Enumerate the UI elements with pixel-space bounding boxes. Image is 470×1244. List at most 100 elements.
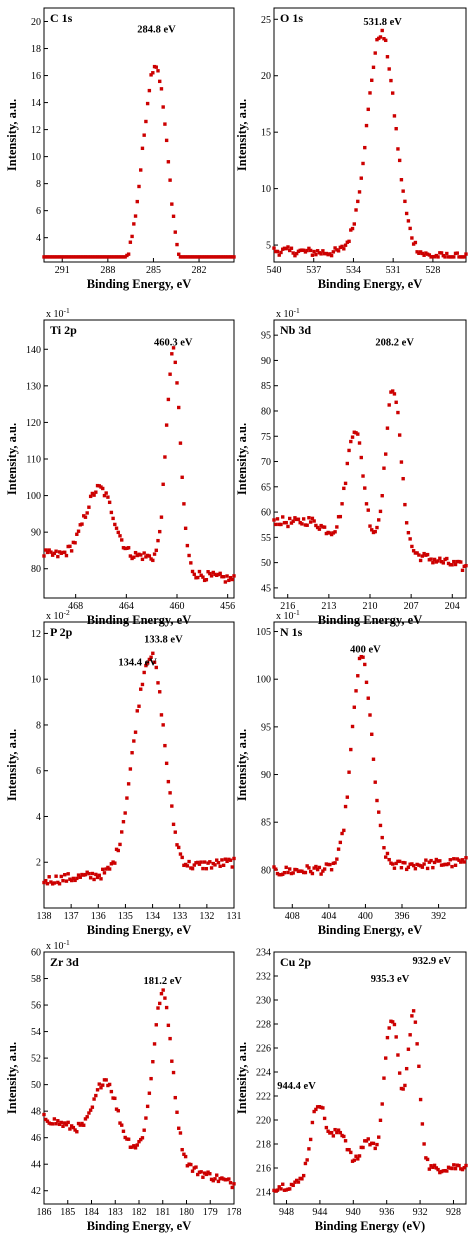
data-point: [324, 862, 329, 866]
data-point: [94, 490, 98, 494]
data-point: [107, 1082, 112, 1087]
data-point: [396, 410, 400, 415]
data-point: [349, 228, 353, 232]
data-point: [443, 557, 447, 562]
data-point: [301, 248, 306, 252]
data-point: [438, 251, 442, 255]
data-point: [227, 255, 231, 259]
data-point: [450, 563, 454, 567]
data-point: [75, 532, 79, 536]
data-point: [354, 208, 358, 212]
y-axis-label: Intensity, a.u.: [235, 423, 249, 495]
data-point: [223, 580, 228, 584]
data-point: [399, 866, 404, 870]
data-point: [317, 251, 322, 255]
data-point: [66, 1120, 70, 1125]
data-point: [189, 255, 193, 259]
data-point: [173, 1095, 177, 1100]
data-point: [397, 1071, 402, 1075]
data-point: [183, 862, 188, 867]
data-point: [422, 862, 426, 866]
data-point: [300, 1177, 304, 1181]
panel-cu-2p: 948 944 940 936 932 928 214 216 218 220 222 224 226 2…: [235, 948, 468, 1233]
data-point: [356, 199, 360, 204]
data-point: [350, 435, 355, 439]
data-point: [78, 875, 82, 879]
data-point: [164, 423, 169, 427]
y-tick-label: 10: [31, 152, 41, 163]
data-point: [213, 572, 217, 577]
data-point: [154, 65, 158, 69]
data-point: [133, 730, 138, 734]
data-point: [69, 255, 74, 259]
y-tick-label: 14: [31, 98, 41, 109]
data-point: [183, 526, 188, 530]
data-point: [452, 857, 456, 861]
data-point: [68, 255, 72, 259]
data-point: [230, 1185, 234, 1190]
data-point: [443, 255, 447, 259]
data-point: [118, 255, 122, 259]
data-point: [415, 250, 419, 254]
data-point: [394, 400, 398, 405]
data-point: [317, 527, 322, 531]
data-point: [204, 1172, 209, 1177]
data-point: [114, 526, 119, 530]
data-point: [140, 682, 145, 687]
data-point: [94, 1093, 98, 1098]
data-point: [392, 392, 397, 396]
data-point: [366, 107, 370, 112]
data-point: [64, 255, 69, 259]
data-point: [424, 1156, 428, 1160]
data-point: [54, 549, 58, 553]
data-point: [363, 662, 367, 667]
data-point: [345, 795, 350, 799]
data-point: [352, 705, 356, 709]
data-point: [457, 255, 461, 259]
data-point: [431, 1165, 435, 1170]
data-point: [408, 537, 412, 541]
data-point: [296, 249, 301, 254]
data-point: [221, 1177, 226, 1181]
data-point: [218, 864, 222, 868]
data-point: [441, 253, 446, 258]
data-point: [114, 255, 119, 259]
x-tick-label: 136: [91, 911, 106, 922]
data-point: [336, 515, 341, 519]
data-point: [326, 1129, 330, 1133]
data-point: [187, 553, 191, 558]
data-point: [151, 1060, 155, 1064]
data-point: [366, 696, 370, 700]
data-point: [102, 493, 107, 498]
y-tick-label: 105: [256, 627, 271, 638]
data-point: [281, 1182, 285, 1186]
data-point: [163, 122, 167, 126]
data-point: [335, 525, 339, 529]
data-point: [464, 563, 468, 568]
data-point: [431, 254, 435, 259]
data-point: [448, 255, 452, 259]
data-point: [225, 255, 229, 259]
data-point: [286, 245, 290, 249]
data-point: [183, 255, 188, 259]
data-point: [347, 770, 351, 774]
data-point: [114, 1107, 119, 1111]
data-point: [56, 554, 60, 559]
data-point: [149, 655, 153, 659]
data-point: [335, 1130, 339, 1135]
data-point: [118, 1121, 122, 1125]
data-point: [357, 441, 362, 445]
data-point: [329, 868, 334, 872]
data-point: [450, 1166, 454, 1171]
data-point: [64, 879, 69, 883]
y-tick-label: 20: [261, 71, 271, 82]
data-point: [356, 1157, 360, 1161]
panel-title: P 2p: [50, 625, 73, 639]
data-point: [282, 521, 287, 525]
data-point: [166, 160, 171, 164]
data-point: [300, 869, 304, 873]
data-point: [159, 991, 164, 996]
data-point: [441, 863, 446, 867]
data-point: [116, 255, 120, 259]
data-point: [464, 856, 468, 860]
